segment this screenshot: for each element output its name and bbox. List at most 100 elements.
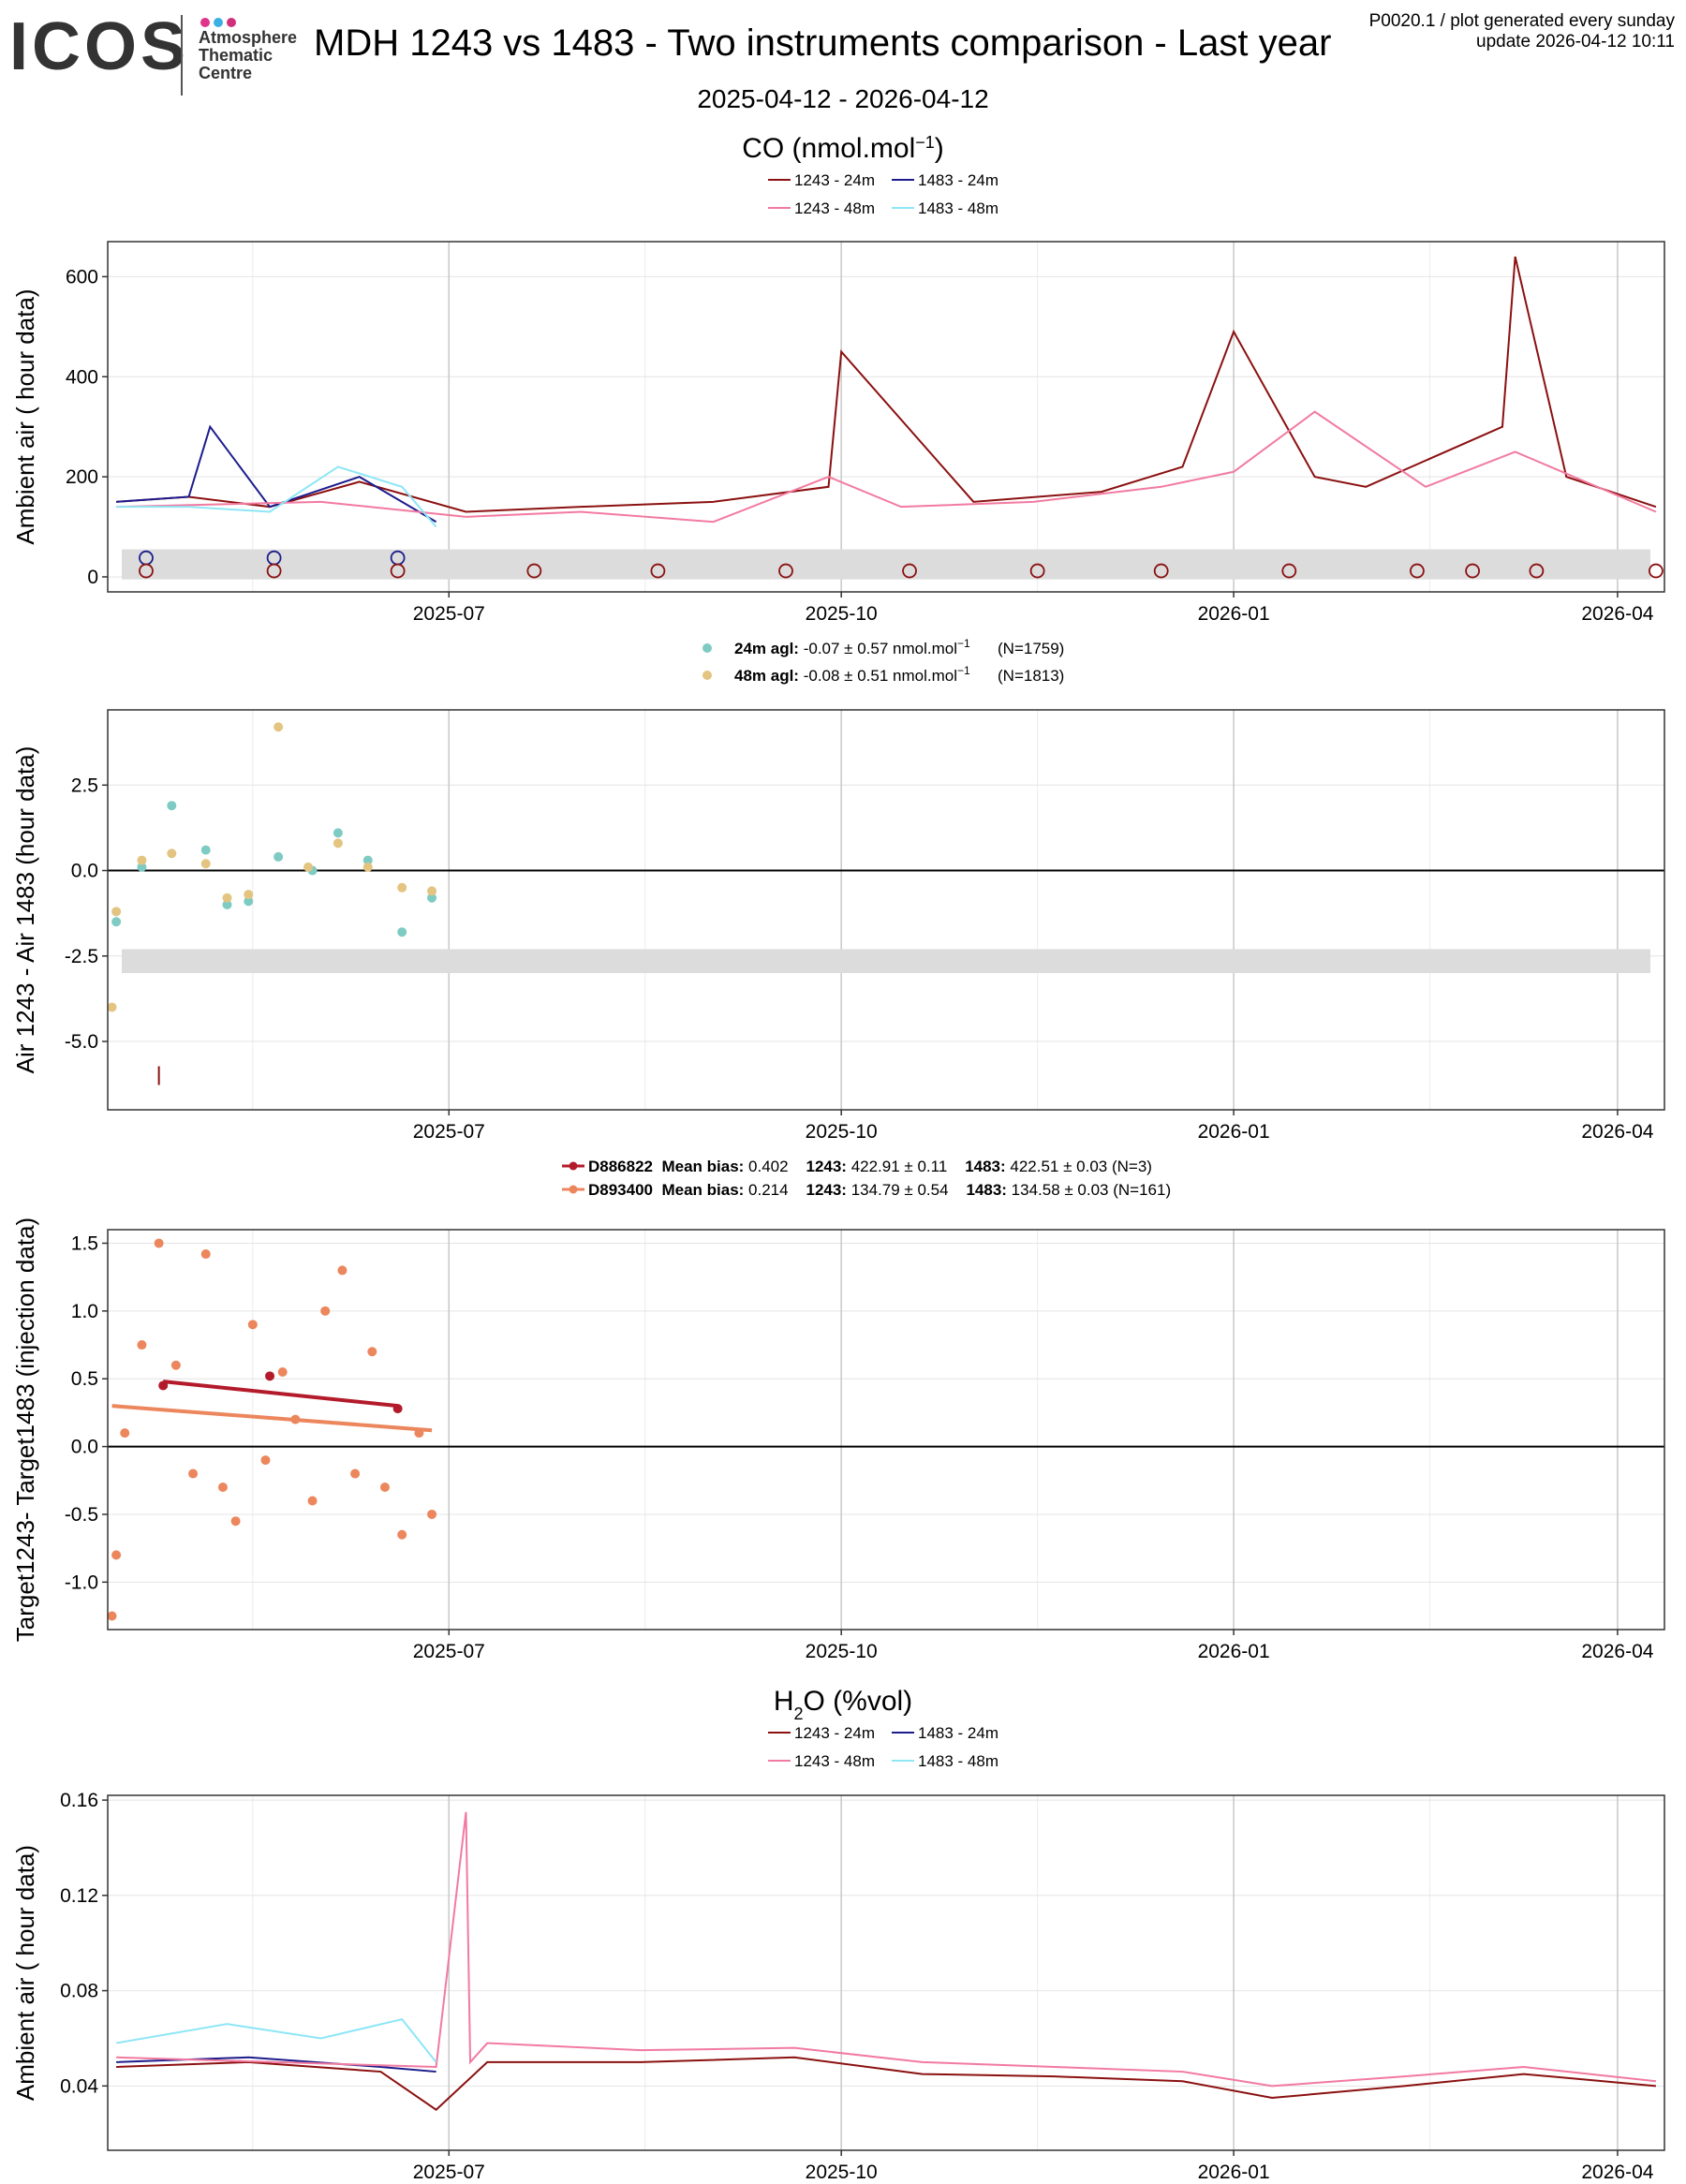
legend-label: 1483 - 48m xyxy=(918,199,998,217)
calibration-marker xyxy=(902,563,917,579)
legend-label: 1483 - 48m xyxy=(918,1752,998,1770)
h2o-title-part: 2 xyxy=(793,1704,803,1723)
co-title-part: CO (nmol.mol xyxy=(742,133,915,164)
legend-swatch-dot xyxy=(569,1161,578,1171)
calibration-marker xyxy=(1410,563,1425,579)
data-point xyxy=(303,862,314,872)
legend-part: 422.91 ± 0.11 xyxy=(851,1158,966,1175)
y-tick-label: -5.0 xyxy=(65,1031,98,1053)
legend-stat: -0.08 ± 0.51 nmol.mol xyxy=(799,667,957,685)
data-point xyxy=(265,1371,275,1381)
reference-band xyxy=(122,549,1650,580)
data-point xyxy=(120,1428,130,1439)
calibration-marker xyxy=(1153,563,1169,579)
trend-line xyxy=(162,1380,398,1409)
data-point xyxy=(427,893,437,903)
data-point xyxy=(222,900,232,910)
plot-frame xyxy=(107,1229,1665,1631)
x-tick-label: 2025-10 xyxy=(806,2162,878,2183)
legend-label: 48m agl: -0.08 ± 0.51 nmol.mol−1 xyxy=(734,664,970,685)
legend-label: 1483 - 24m xyxy=(918,171,998,189)
data-point xyxy=(111,1550,122,1560)
x-tick-label: 2026-04 xyxy=(1581,1641,1653,1662)
y-tick-label: 600 xyxy=(66,266,98,288)
x-tick-label: 2026-01 xyxy=(1198,1121,1270,1143)
y-tick-label: 0.12 xyxy=(60,1885,98,1907)
legend-part: 134.58 ± 0.03 (N=161) xyxy=(1012,1181,1171,1199)
legend-count: (N=1813) xyxy=(998,667,1064,685)
legend-part: 422.51 ± 0.03 (N=3) xyxy=(1010,1158,1152,1175)
h2o-title: H2O (%vol) xyxy=(774,1686,912,1723)
page-title: MDH 1243 vs 1483 - Two instruments compa… xyxy=(314,22,1332,64)
co-target-panel: -1.0 -0.5 0.0 0.5 1.0 1.5 2025-07 2025-10 2026-0… xyxy=(11,1217,1665,1662)
data-point xyxy=(333,838,343,849)
update-line: update 2026-04-12 10:11 xyxy=(1476,32,1675,52)
legend-part: Mean bias: xyxy=(661,1158,748,1175)
legend-bold: 24m agl: xyxy=(734,640,799,657)
x-tick-label: 2026-01 xyxy=(1198,2162,1270,2183)
logo-dot xyxy=(214,18,223,27)
data-point xyxy=(107,1611,117,1621)
data-point xyxy=(167,801,177,811)
y-tick-label: 0.16 xyxy=(60,1790,98,1811)
x-tick-label: 2025-07 xyxy=(413,1641,485,1662)
data-point xyxy=(362,862,373,872)
data-point xyxy=(154,1238,164,1248)
series-line xyxy=(115,2017,437,2063)
legend-label: 1243 - 48m xyxy=(794,1752,875,1770)
data-point xyxy=(367,1347,377,1357)
legend-part: 1483: xyxy=(966,1181,1011,1199)
logo-dot xyxy=(227,18,236,27)
h2o-ambient-panel: 0.04 0.08 0.12 0.16 2025-07 2025-10 2026-01 202… xyxy=(11,1790,1665,2183)
calibration-marker xyxy=(650,563,666,579)
data-point xyxy=(350,1468,361,1479)
data-point xyxy=(244,896,254,907)
legend-label: 1243 - 48m xyxy=(794,199,875,217)
data-point xyxy=(397,882,407,893)
logo-dot xyxy=(200,18,210,27)
data-point xyxy=(274,851,284,862)
y-tick-label: 0 xyxy=(87,567,98,588)
x-tick-label: 2026-04 xyxy=(1581,2162,1653,2183)
legend-part: 1243: xyxy=(806,1158,850,1175)
data-point xyxy=(167,849,177,859)
data-point xyxy=(397,927,407,937)
data-point xyxy=(107,1002,117,1012)
h2o-title-part: H xyxy=(774,1686,794,1717)
calibration-marker xyxy=(1529,563,1545,579)
data-point xyxy=(379,1483,390,1493)
legend-part: D886822 xyxy=(588,1158,661,1175)
legend-part: 1483: xyxy=(965,1158,1010,1175)
data-point xyxy=(222,893,232,903)
co-ambient-panel: 0 200 400 600 2025-07 2025-10 2026-01 2026-04 Am… xyxy=(11,241,1665,625)
plot-frame xyxy=(107,709,1665,1111)
trend-line xyxy=(111,1404,433,1433)
x-tick-label: 2025-07 xyxy=(413,1121,485,1143)
data-point xyxy=(333,828,343,838)
data-point xyxy=(200,845,211,855)
y-axis-label: Ambient air ( hour data) xyxy=(11,288,39,544)
plot-id-line: P0020.1 / plot generated every sunday xyxy=(1368,11,1675,31)
logo-subtitle: Atmosphere Thematic Centre xyxy=(199,29,297,82)
legend-part: 0.402 xyxy=(748,1158,806,1175)
data-point xyxy=(137,1340,147,1350)
y-axis-label: Target1243- Target1483 (injection data) xyxy=(11,1217,39,1642)
data-point xyxy=(170,1360,181,1370)
calibration-marker xyxy=(1465,563,1480,579)
data-point xyxy=(247,1320,258,1330)
y-tick-label: 1.0 xyxy=(71,1301,98,1322)
y-axis-label: Air 1243 - Air 1483 (hour data) xyxy=(11,746,39,1074)
date-range: 2025-04-12 - 2026-04-12 xyxy=(697,84,989,113)
logo-sub-line: Thematic xyxy=(199,46,274,65)
legend-part: D893400 xyxy=(588,1181,661,1199)
series-line xyxy=(116,465,437,528)
calibration-marker xyxy=(266,563,282,579)
plot-frame xyxy=(107,1794,1665,2151)
x-tick-label: 2026-04 xyxy=(1581,1121,1653,1143)
legend-count: (N=1759) xyxy=(998,640,1064,657)
legend-stat: -0.07 ± 0.57 nmol.mol xyxy=(799,640,957,657)
x-tick-label: 2025-10 xyxy=(806,603,878,625)
y-tick-label: 0.08 xyxy=(60,1981,98,2002)
data-point xyxy=(188,1468,199,1479)
y-tick-label: 1.5 xyxy=(71,1232,98,1254)
